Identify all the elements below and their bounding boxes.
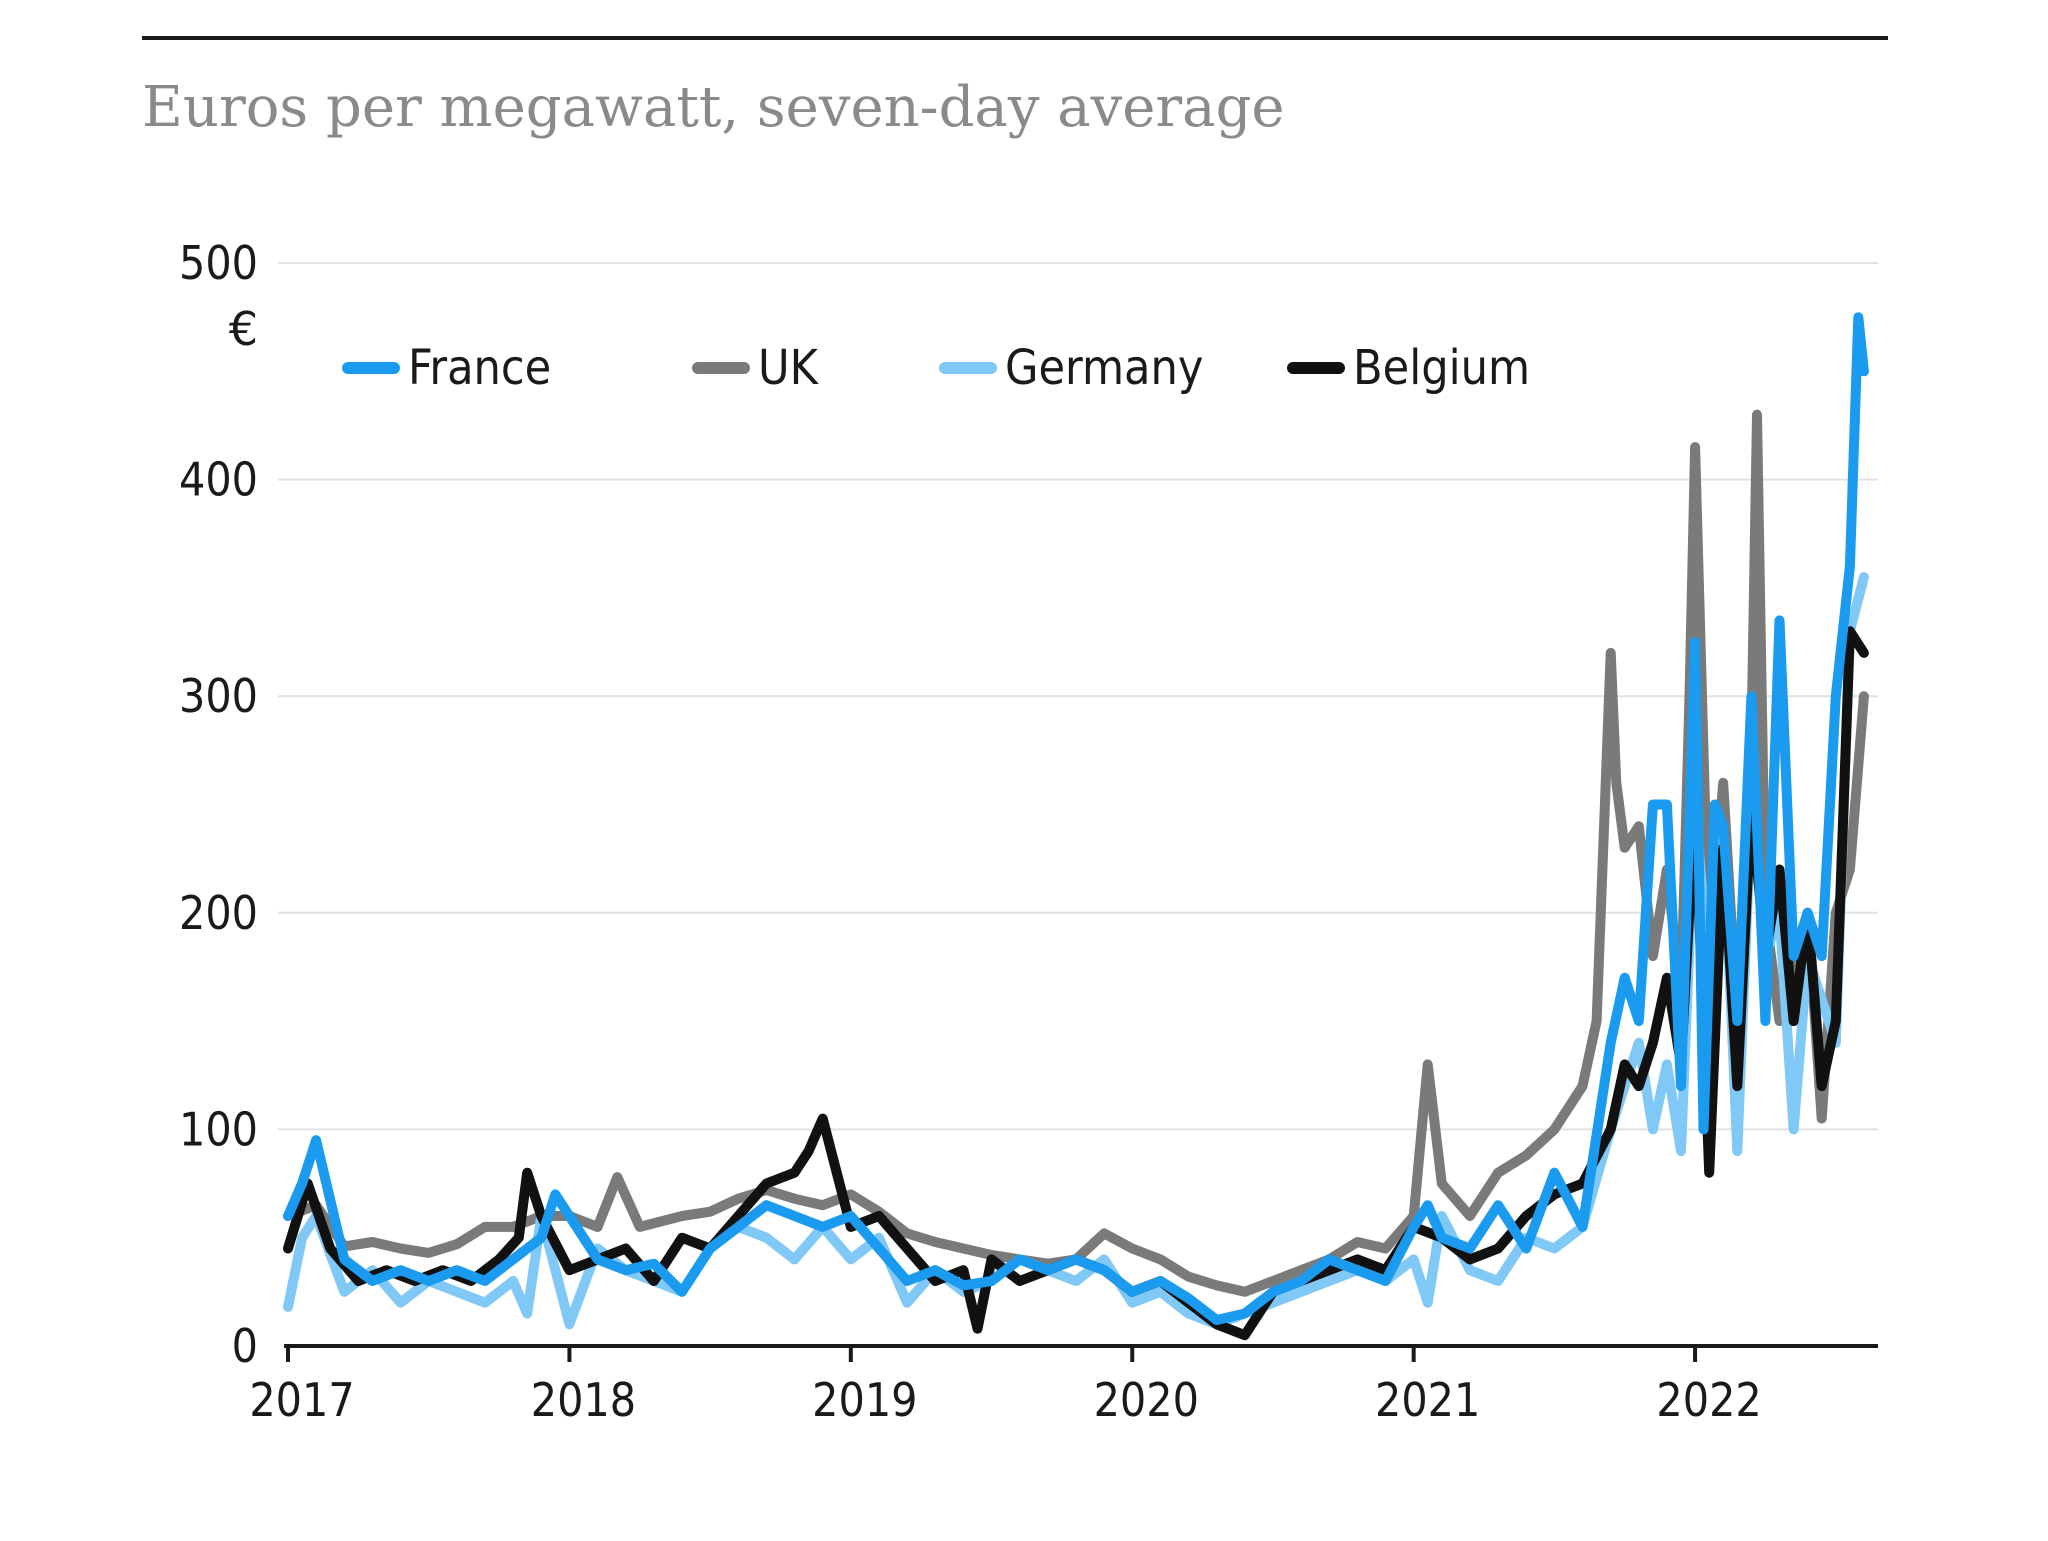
x-tick-label: 2018 — [531, 1373, 636, 1427]
x-tick-label: 2019 — [812, 1373, 917, 1427]
chart-subtitle: Euros per megawatt, seven-day average — [142, 75, 1285, 140]
series-line-uk — [283, 409, 1869, 1297]
series-lines — [283, 312, 1869, 1341]
y-axis-unit: € — [229, 302, 258, 356]
y-axis-ticks: 0 100 200 300 400 500 — [179, 236, 258, 1373]
y-tick-label: 300 — [179, 669, 258, 723]
legend-label-uk: UK — [758, 340, 820, 396]
x-tick-label: 2017 — [249, 1373, 354, 1427]
x-tick-label: 2020 — [1094, 1373, 1199, 1427]
y-tick-label: 200 — [179, 886, 258, 940]
series-line-france — [283, 312, 1869, 1325]
x-tick-label: 2021 — [1375, 1373, 1480, 1427]
legend: France UK Germany Belgium — [342, 340, 1530, 396]
y-tick-label: 0 — [232, 1319, 258, 1373]
x-tick-label: 2022 — [1656, 1373, 1761, 1427]
y-tick-label: 100 — [179, 1102, 258, 1156]
legend-label-france: France — [408, 340, 551, 396]
x-axis-ticks: 2017 2018 2019 2020 2021 2022 — [249, 1346, 1762, 1427]
y-tick-label: 500 — [179, 236, 258, 290]
legend-label-germany: Germany — [1005, 340, 1203, 396]
y-tick-label: 400 — [179, 453, 258, 507]
legend-label-belgium: Belgium — [1353, 340, 1530, 396]
